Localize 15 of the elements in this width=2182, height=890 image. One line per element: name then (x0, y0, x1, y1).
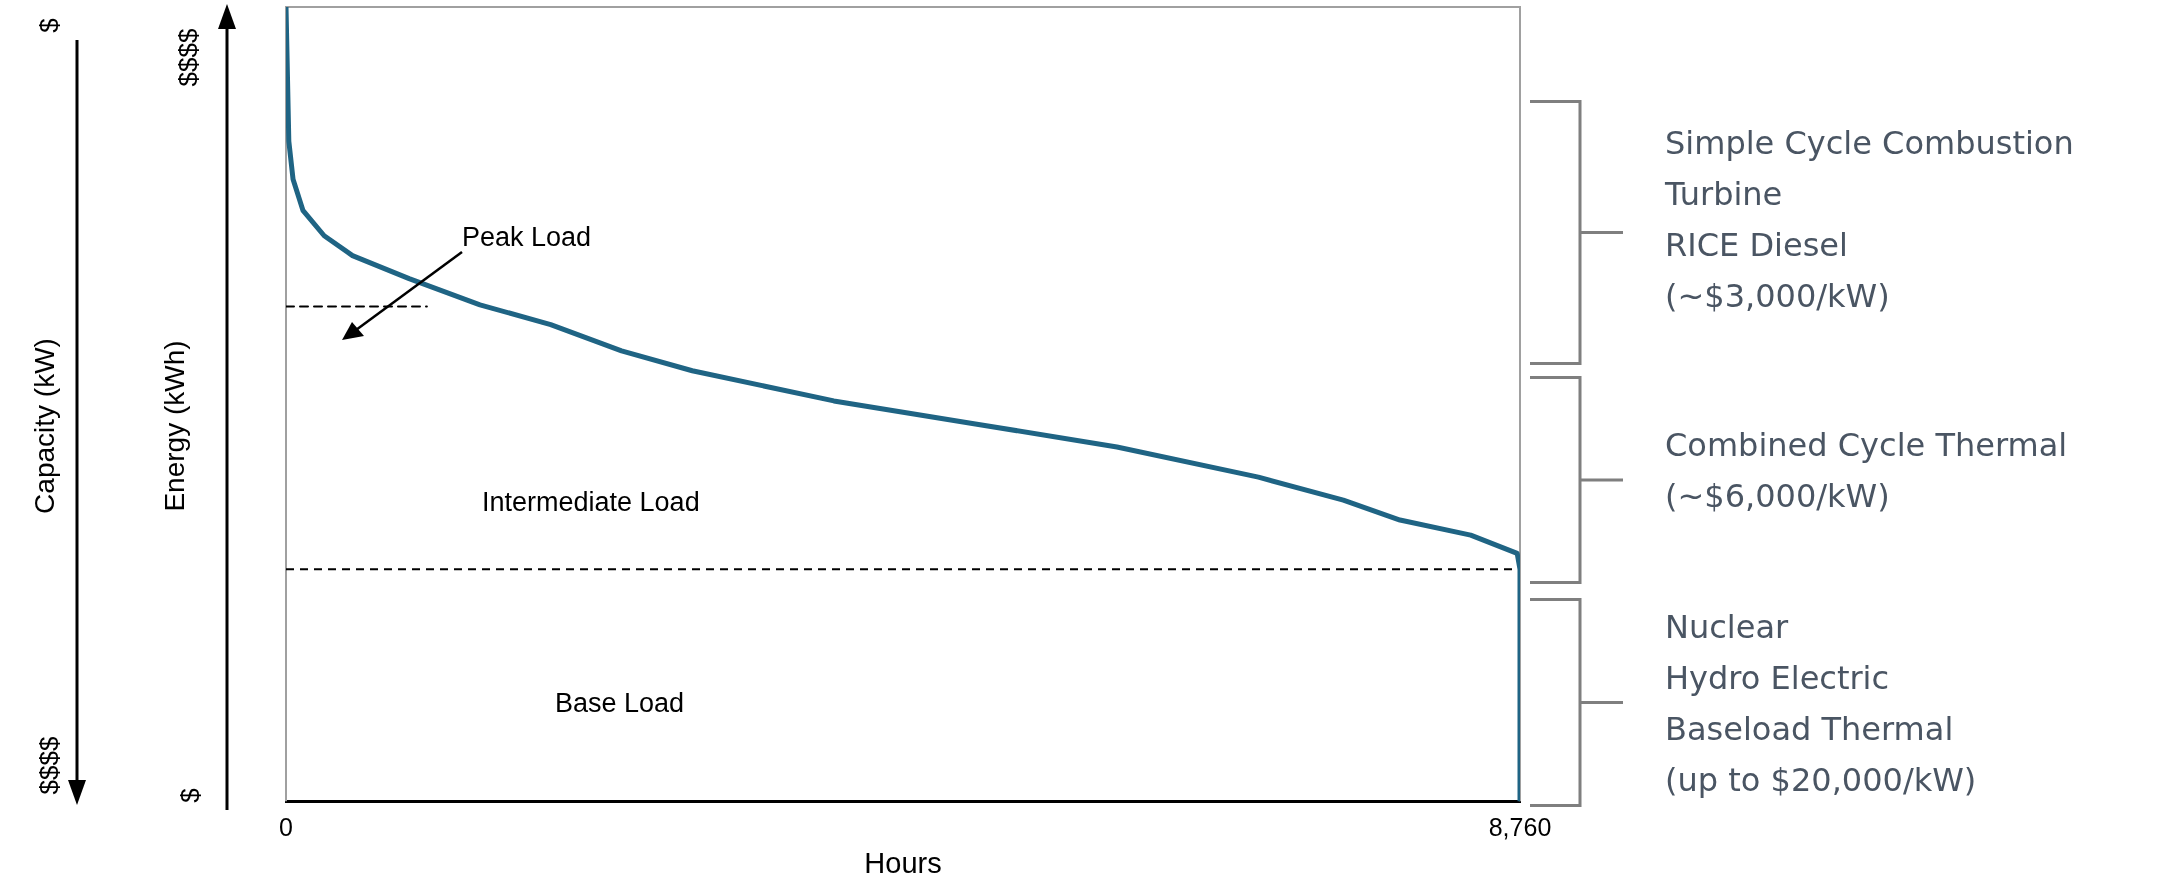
text: $$$$ (172, 27, 204, 88)
annotation: Base Load (555, 688, 685, 719)
text: $ (33, 17, 65, 35)
x-tick-label: 0 (279, 813, 293, 842)
y-axis-title: Energy (kWh) (159, 339, 191, 514)
text: Nuclear Hydro Electric Baseload Thermal (up to $20,000/kW) (1665, 607, 1978, 801)
text: Simple Cycle Combustion Turbine RICE Diesel (~$3,000/kW) (1665, 123, 2075, 317)
x-axis-title: Hours (864, 846, 942, 879)
x-tick-label: 8,760 (1488, 813, 1552, 842)
annotation: Intermediate Load (482, 487, 700, 518)
text: $$$$ (33, 735, 65, 796)
annotation: Peak Load (462, 222, 592, 253)
text: Capacity (kW) (29, 337, 61, 516)
text: Combined Cycle Thermal (~$6,000/kW) (1665, 425, 2069, 517)
text: $ (174, 787, 206, 805)
